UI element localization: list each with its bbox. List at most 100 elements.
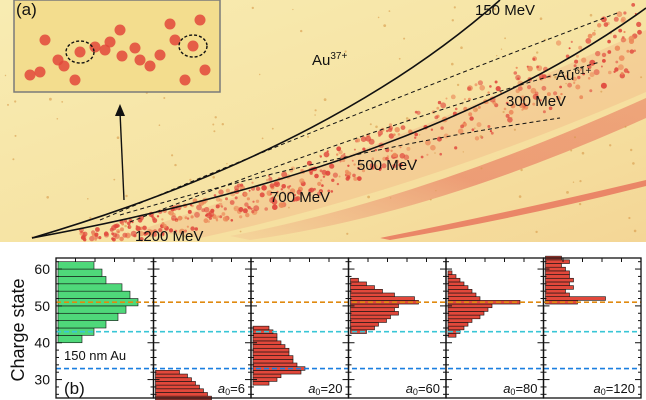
track-pit xyxy=(171,215,177,221)
background-speck xyxy=(163,97,166,99)
track-pit xyxy=(631,3,636,7)
background-speck xyxy=(435,190,437,192)
histogram-bar xyxy=(350,281,367,286)
track-pit xyxy=(408,129,413,134)
track-pit xyxy=(94,232,99,237)
track-pit xyxy=(430,128,434,131)
track-pit xyxy=(440,126,444,130)
track-pit xyxy=(89,235,95,242)
track-pit xyxy=(615,60,619,64)
track-pit xyxy=(613,34,617,39)
species-label-au61: Au61+ xyxy=(556,66,591,84)
histogram-bar xyxy=(447,322,469,327)
track-pit xyxy=(553,91,558,96)
track-pit xyxy=(474,136,480,141)
track-pit xyxy=(356,138,361,143)
background-speck xyxy=(434,152,436,154)
track-pit xyxy=(95,227,100,232)
track-pit xyxy=(276,190,279,193)
track-pit xyxy=(542,110,546,114)
background-speck xyxy=(581,151,585,155)
track-pit xyxy=(593,69,600,76)
ion-streak-diffuse xyxy=(140,30,646,238)
histogram-bar xyxy=(155,392,208,397)
energy-label-1200: 1200 MeV xyxy=(135,228,203,245)
track-pit xyxy=(147,228,152,234)
inset-track-pit xyxy=(194,14,206,26)
histogram-bar xyxy=(447,281,465,286)
track-pit xyxy=(532,93,539,100)
inset-track-pit xyxy=(99,44,111,56)
background-speck xyxy=(226,163,228,165)
track-pit xyxy=(139,237,144,242)
background-speck xyxy=(474,127,476,129)
track-pit xyxy=(463,98,466,101)
highlight-circle-1 xyxy=(65,40,95,64)
track-pit xyxy=(221,212,226,216)
background-speck xyxy=(460,46,463,49)
histogram-bar xyxy=(545,259,570,264)
background-speck xyxy=(234,207,236,209)
track-pit xyxy=(430,144,436,151)
track-pit xyxy=(477,80,483,86)
track-pit xyxy=(240,183,244,187)
track-pit xyxy=(489,85,492,88)
track-pit xyxy=(602,59,606,63)
target-label: 150 nm Au xyxy=(64,348,126,363)
histogram-bar xyxy=(447,333,457,338)
background-speck xyxy=(480,167,483,170)
background-speck xyxy=(504,37,506,40)
track-pit xyxy=(527,85,532,90)
subplot-frames xyxy=(55,257,642,399)
background-speck xyxy=(520,168,523,172)
background-speck xyxy=(189,178,192,182)
track-pit xyxy=(378,168,382,172)
track-pit xyxy=(117,224,120,227)
track-pit xyxy=(508,109,514,115)
track-pit xyxy=(213,194,217,197)
histogram-bar xyxy=(350,318,387,323)
track-pit xyxy=(280,188,283,191)
track-pit xyxy=(201,208,206,213)
background-speck xyxy=(453,6,456,9)
track-pit xyxy=(450,94,456,100)
inset-track-pit xyxy=(39,34,51,46)
background-speck xyxy=(536,51,539,54)
histogram-bar xyxy=(57,290,131,299)
background-speck xyxy=(4,74,7,77)
histogram-bar xyxy=(545,296,606,301)
background-speck xyxy=(513,128,517,131)
inset-track-pit xyxy=(69,74,81,86)
track-pit xyxy=(414,136,417,139)
track-pit xyxy=(520,95,526,101)
track-pit xyxy=(269,193,272,196)
histogram-bar xyxy=(350,289,383,294)
track-pit xyxy=(637,29,642,35)
track-pit xyxy=(521,108,524,111)
background-speck xyxy=(388,10,391,13)
track-pit xyxy=(601,16,607,23)
track-pit xyxy=(579,68,582,71)
highlight-circle-2 xyxy=(178,34,208,58)
track-pit xyxy=(168,228,174,233)
background-speck xyxy=(56,118,59,120)
histogram-bar xyxy=(447,277,461,283)
track-pit xyxy=(327,189,331,193)
background-speck xyxy=(181,217,183,219)
track-pit xyxy=(565,54,570,59)
track-pit xyxy=(581,57,587,63)
track-pit xyxy=(587,33,593,39)
track-pit xyxy=(245,212,250,218)
track-pit xyxy=(394,127,400,133)
curve-au37 xyxy=(31,0,501,239)
track-pit xyxy=(369,163,374,168)
background-speck xyxy=(212,176,215,179)
track-pit xyxy=(353,163,356,166)
track-pit xyxy=(116,229,121,234)
histogram-bar xyxy=(447,285,469,290)
track-pit xyxy=(382,156,387,161)
track-pit xyxy=(133,234,137,238)
track-pit xyxy=(246,197,250,201)
track-pit xyxy=(247,205,250,209)
background-speck xyxy=(578,202,582,206)
